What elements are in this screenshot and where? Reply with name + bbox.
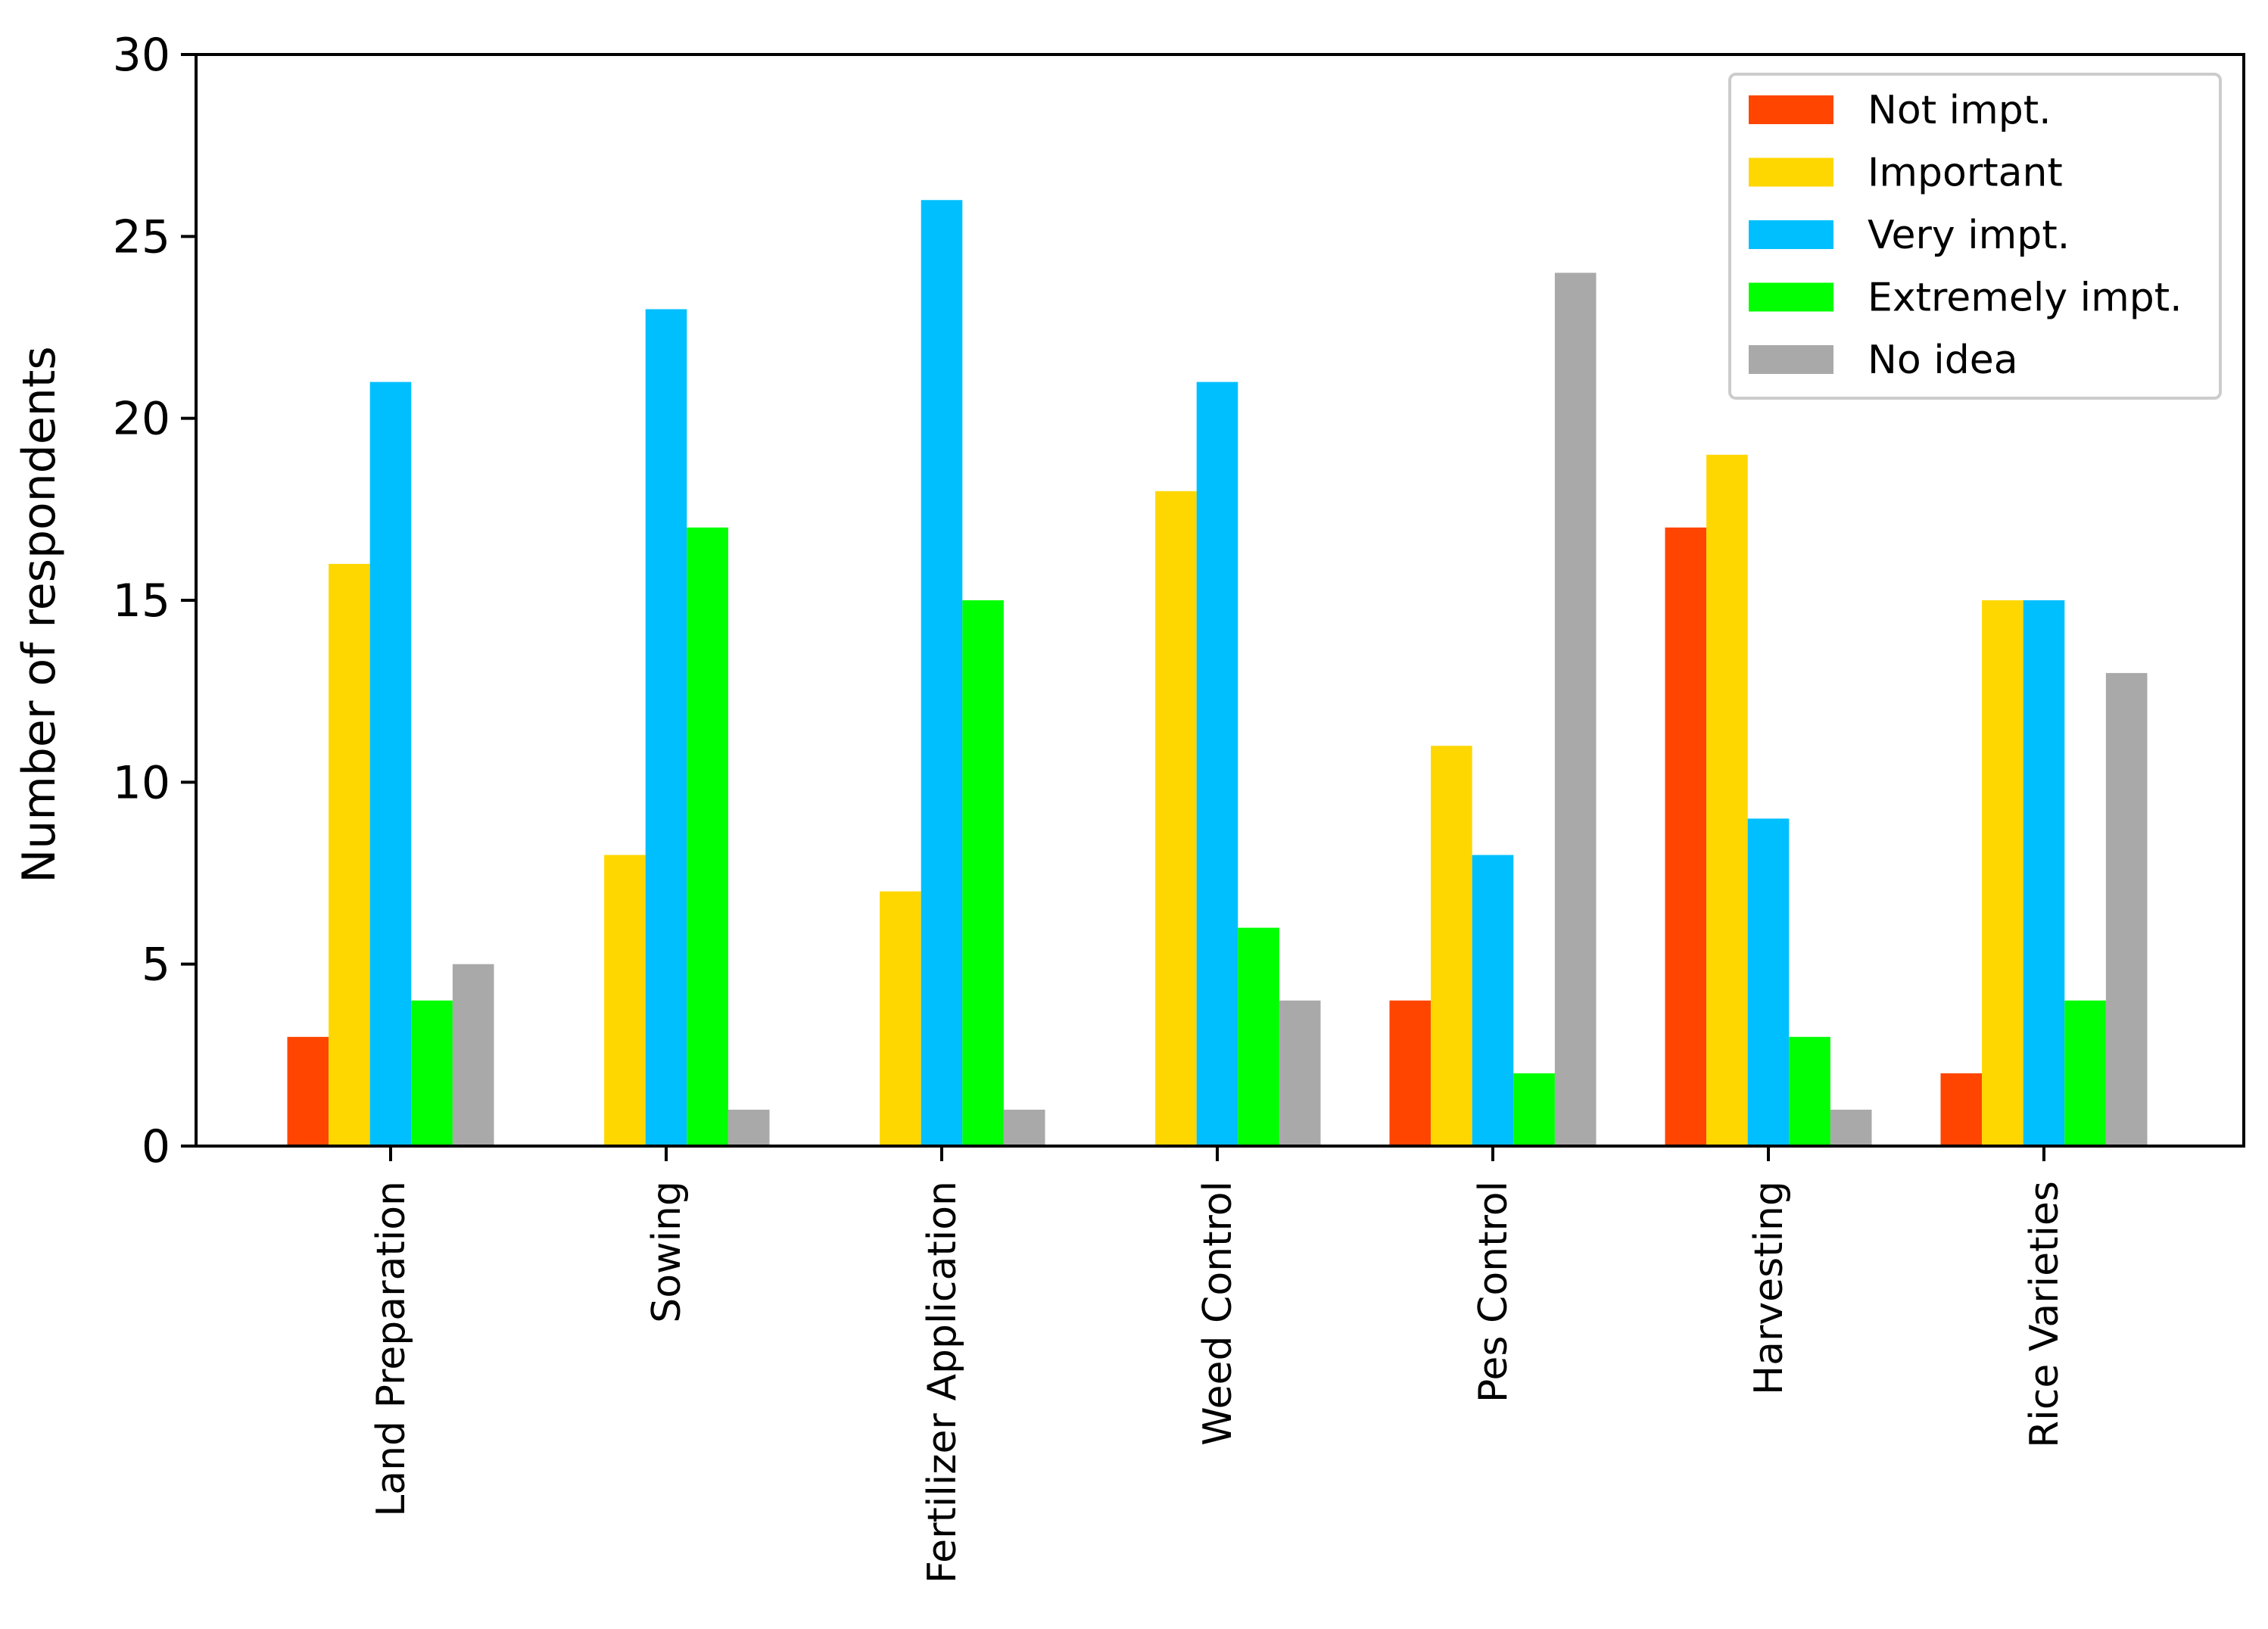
legend-label-not-impt: Not impt. [1868,88,2051,133]
bar-no-idea-harvesting [1830,1109,1872,1146]
bar-not-impt-harvesting [1665,527,1707,1146]
bar-no-idea-rice-varieties [2105,673,2148,1146]
bar-very-impt-sowing [645,309,687,1146]
bar-important-weed-control [1155,491,1197,1146]
bar-important-pes-control [1431,746,1472,1146]
x-tick-label-sowing: Sowing [644,1181,690,1323]
x-tick-label-pes-control: Pes Control [1471,1181,1516,1403]
bar-no-idea-land-preparation [452,964,494,1146]
bar-extremely-impt-weed-control [1238,927,1279,1146]
bar-extremely-impt-fertilizer-application [962,600,1004,1146]
legend-swatch-important [1749,157,1833,187]
bar-important-land-preparation [329,563,370,1146]
legend-label-very-impt: Very impt. [1868,213,2070,258]
legend-swatch-not-impt [1749,95,1833,124]
y-tick-label-10: 10 [113,756,170,809]
bar-extremely-impt-land-preparation [411,1000,453,1146]
x-tick-label-fertilizer-application: Fertilizer Application [920,1181,965,1584]
bar-extremely-impt-harvesting [1789,1036,1830,1146]
bar-extremely-impt-pes-control [1513,1073,1555,1146]
y-tick-label-30: 30 [113,29,170,82]
bar-very-impt-harvesting [1747,818,1790,1146]
bar-extremely-impt-sowing [687,527,728,1146]
bar-important-harvesting [1706,454,1748,1146]
bar-not-impt-land-preparation [287,1036,329,1146]
bar-no-idea-weed-control [1279,1000,1321,1146]
y-tick-label-15: 15 [113,575,170,628]
bar-no-idea-sowing [727,1109,770,1146]
legend-box [1728,73,2222,400]
plot-frame [195,53,2245,1148]
bar-very-impt-fertilizer-application [921,200,963,1147]
y-axis: 0 5 10 15 20 25 30 [113,29,196,1173]
bar-no-idea-pes-control [1554,273,1597,1146]
y-tick-label-5: 5 [142,939,170,992]
legend-label-extremely-impt: Extremely impt. [1868,276,2182,321]
legend: Not impt. Important Very impt. Extremely im… [1728,73,2222,400]
legend-swatch-no-idea [1749,345,1833,374]
x-axis: Land Preparation Sowing Fertilizer Applica… [369,1146,2067,1584]
bar-very-impt-rice-varieties [2023,600,2065,1146]
x-tick-label-weed-control: Weed Control [1195,1181,1241,1446]
x-tick-label-rice-varieties: Rice Varieties [2022,1181,2067,1448]
legend-swatch-extremely-impt [1749,282,1833,312]
legend-swatch-very-impt [1749,220,1833,249]
y-axis-label: Number of respondents [13,346,66,883]
bar-not-impt-pes-control [1389,1000,1432,1146]
bar-important-sowing [604,855,646,1146]
y-tick-label-20: 20 [113,393,170,446]
bar-very-impt-pes-control [1472,855,1514,1146]
y-tick-label-25: 25 [113,210,170,263]
bar-not-impt-rice-varieties [1940,1073,1983,1146]
bar-no-idea-fertilizer-application [1003,1109,1045,1146]
bar-very-impt-weed-control [1196,382,1238,1147]
bar-extremely-impt-rice-varieties [2064,1000,2106,1146]
legend-label-no-idea: No idea [1868,338,2018,383]
y-tick-label-0: 0 [142,1120,170,1173]
x-tick-label-land-preparation: Land Preparation [369,1181,414,1517]
bars-group [287,200,2148,1147]
legend-label-important: Important [1868,151,2063,196]
bar-very-impt-land-preparation [369,382,412,1147]
x-tick-label-harvesting: Harvesting [1746,1181,1792,1395]
bar-important-fertilizer-application [880,891,921,1146]
bar-important-rice-varieties [1982,600,2023,1146]
